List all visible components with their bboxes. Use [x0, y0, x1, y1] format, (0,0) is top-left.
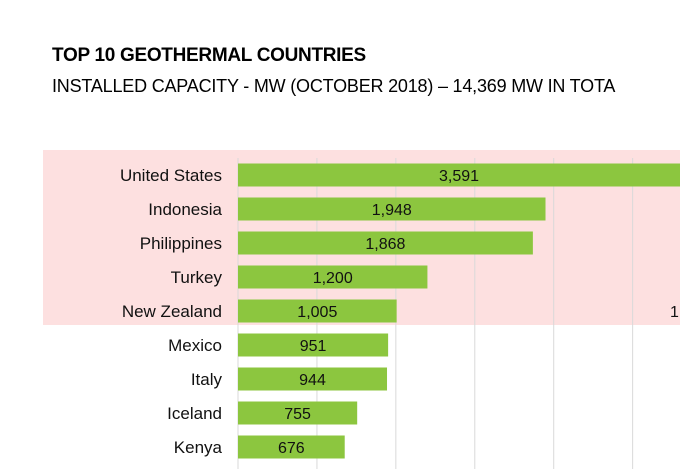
bar-italy [238, 367, 388, 391]
bar-united-states [238, 163, 680, 187]
value-label: 1,948 [372, 202, 412, 219]
chart-subtitle: INSTALLED CAPACITY - MW (OCTOBER 2018) –… [52, 76, 616, 96]
value-label: 1,200 [313, 270, 353, 287]
category-label: New Zealand [122, 302, 222, 321]
category-label: Mexico [168, 336, 222, 355]
value-label: 1,868 [365, 236, 405, 253]
chart-title: TOP 10 GEOTHERMAL COUNTRIES [52, 45, 366, 66]
value-label: 3,591 [439, 168, 479, 185]
value-label: 676 [278, 440, 305, 457]
category-label: United States [120, 166, 222, 185]
bar-indonesia [238, 197, 546, 221]
value-label: 755 [284, 406, 311, 423]
category-label: Philippines [140, 234, 222, 253]
cropped-side-label: 1 [670, 304, 679, 321]
category-label: Turkey [171, 268, 223, 287]
bar-new-zealand [238, 299, 397, 323]
value-label: 1,005 [297, 304, 337, 321]
category-label: Italy [191, 370, 223, 389]
bar-mexico [238, 333, 389, 357]
bar-turkey [238, 265, 428, 289]
category-label: Kenya [174, 438, 223, 457]
bar-iceland [238, 401, 358, 425]
category-label: Indonesia [148, 200, 222, 219]
value-label: 944 [299, 372, 326, 389]
bar-kenya [238, 435, 345, 459]
category-label: Iceland [167, 404, 222, 423]
bar-philippines [238, 231, 533, 255]
value-label: 951 [300, 338, 327, 355]
